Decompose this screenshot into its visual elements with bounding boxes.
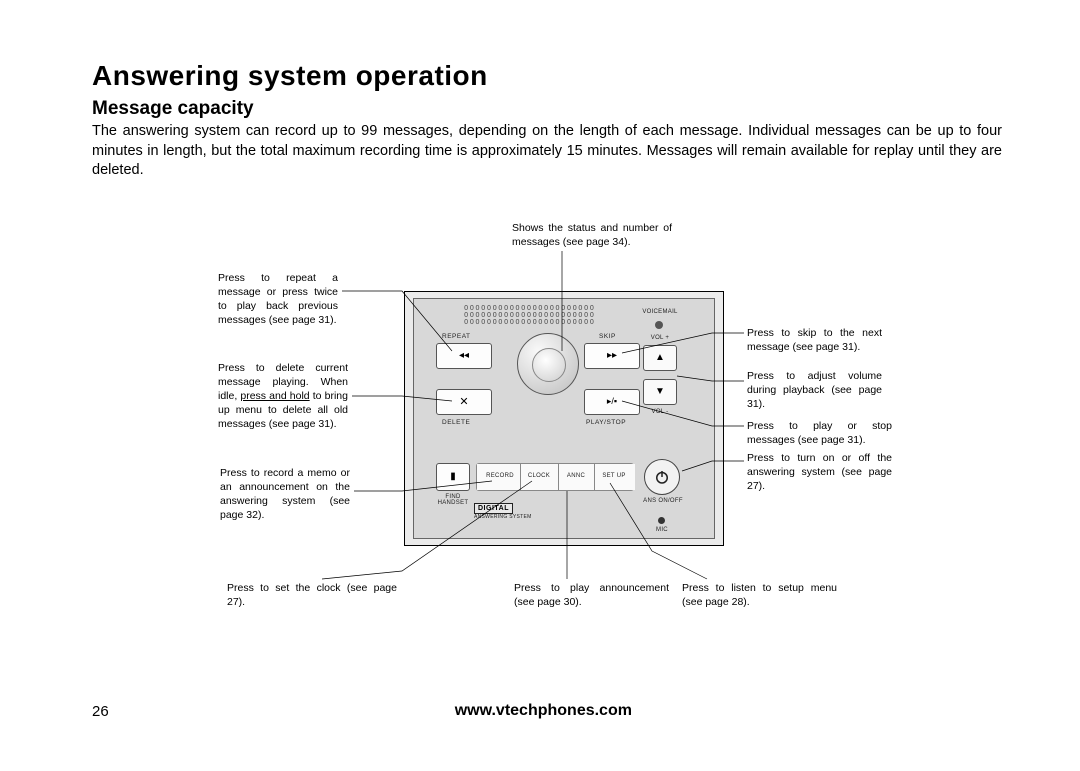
callout-clock: Press to set the clock (see page 27). — [227, 581, 397, 609]
device-illustration: OOOOOOOOOOOOOOOOOOOOOOOOOOOOOOOOOOOOOOOO… — [404, 291, 724, 546]
callout-power: Press to turn on or off the answering sy… — [747, 451, 892, 494]
callout-repeat: Press to repeat a message or press twice… — [218, 271, 338, 328]
handset-icon: ▮ — [450, 471, 456, 482]
callout-volume: Press to adjust volume during playback (… — [747, 369, 882, 412]
label-vol-plus: VOL + — [639, 335, 681, 341]
label-record: RECORD — [482, 473, 518, 479]
fastforward-icon: ▸▸ — [607, 350, 617, 361]
triangle-up-icon: ▲ — [655, 353, 665, 363]
footer-url: www.vtechphones.com — [455, 702, 632, 720]
callout-record: Press to record a memo or an announcemen… — [220, 466, 350, 523]
message-dial — [517, 333, 579, 395]
callout-skip: Press to skip to the next message (see p… — [747, 326, 882, 354]
label-mic: MIC — [652, 527, 672, 533]
delete-x-icon: ✕ — [459, 395, 468, 408]
callout-status: Shows the status and number of messages … — [512, 221, 672, 249]
page-footer: 26 www.vtechphones.com — [92, 702, 1002, 720]
rewind-icon: ◂◂ — [459, 350, 469, 361]
label-ans-onoff: ANS ON/OFF — [636, 498, 690, 504]
find-handset-button: ▮ — [436, 463, 470, 491]
diagram-area: Press to repeat a message or press twice… — [92, 201, 1002, 641]
triangle-down-icon: ▼ — [655, 387, 665, 397]
dial-inner — [532, 348, 566, 382]
label-setup: SET UP — [596, 473, 632, 479]
callout-delete-underline: press and hold — [240, 390, 309, 402]
label-annc: ANNC — [560, 473, 592, 479]
delete-button: ✕ — [436, 389, 492, 415]
label-delete: DELETE — [442, 419, 470, 426]
digital-badge: DIGITAL — [474, 503, 513, 514]
label-clock: CLOCK — [522, 473, 556, 479]
callout-playstop: Press to play or stop messages (see page… — [747, 419, 892, 447]
page-number: 26 — [92, 703, 109, 720]
callout-delete: Press to delete current message playing.… — [218, 361, 348, 432]
page-title: Answering system operation — [92, 60, 1002, 92]
speaker-grill: OOOOOOOOOOOOOOOOOOOOOOOOOOOOOOOOOOOOOOOO… — [464, 305, 609, 327]
page-content: Answering system operation Message capac… — [92, 20, 1002, 720]
section-heading: Message capacity — [92, 98, 1002, 120]
playstop-button: ▸/▪ — [584, 389, 640, 415]
digital-badge-text: DIGITAL — [478, 505, 509, 512]
power-button — [644, 459, 680, 495]
label-playstop: PLAY/STOP — [586, 419, 626, 426]
volume-down-button: ▼ — [643, 379, 677, 405]
repeat-button: ◂◂ — [436, 343, 492, 369]
playstop-icon: ▸/▪ — [607, 396, 617, 407]
label-vol-minus: VOL - — [639, 409, 681, 415]
device-inner: OOOOOOOOOOOOOOOOOOOOOOOOOOOOOOOOOOOOOOOO… — [413, 298, 715, 539]
label-repeat: REPEAT — [442, 333, 471, 340]
label-skip: SKIP — [599, 333, 616, 340]
digital-sub: ANSWERING SYSTEM — [474, 514, 532, 520]
body-paragraph: The answering system can record up to 99… — [92, 122, 1002, 181]
callout-annc: Press to play announcement (see page 30)… — [514, 581, 669, 609]
volume-column: VOICEMAIL VOL + ▲ ▼ VOL - — [639, 309, 687, 459]
label-find-handset: FIND HANDSET — [432, 494, 474, 507]
power-icon — [653, 468, 671, 486]
volume-up-button: ▲ — [643, 345, 677, 371]
label-voicemail: VOICEMAIL — [639, 309, 681, 315]
voicemail-led-icon — [655, 321, 663, 329]
skip-button: ▸▸ — [584, 343, 640, 369]
mic-dot-icon — [658, 517, 665, 524]
callout-setup: Press to listen to setup menu (see page … — [682, 581, 837, 609]
